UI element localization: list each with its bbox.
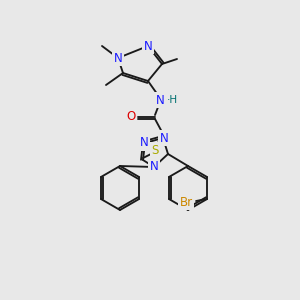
Text: S: S bbox=[151, 143, 159, 157]
Text: O: O bbox=[126, 110, 136, 124]
Text: ·H: ·H bbox=[167, 95, 178, 105]
Text: N: N bbox=[160, 131, 168, 145]
Text: N: N bbox=[150, 160, 158, 173]
Text: N: N bbox=[156, 94, 164, 106]
Text: N: N bbox=[140, 136, 148, 149]
Text: N: N bbox=[114, 52, 122, 64]
Text: N: N bbox=[144, 40, 152, 52]
Text: Br: Br bbox=[179, 196, 193, 208]
